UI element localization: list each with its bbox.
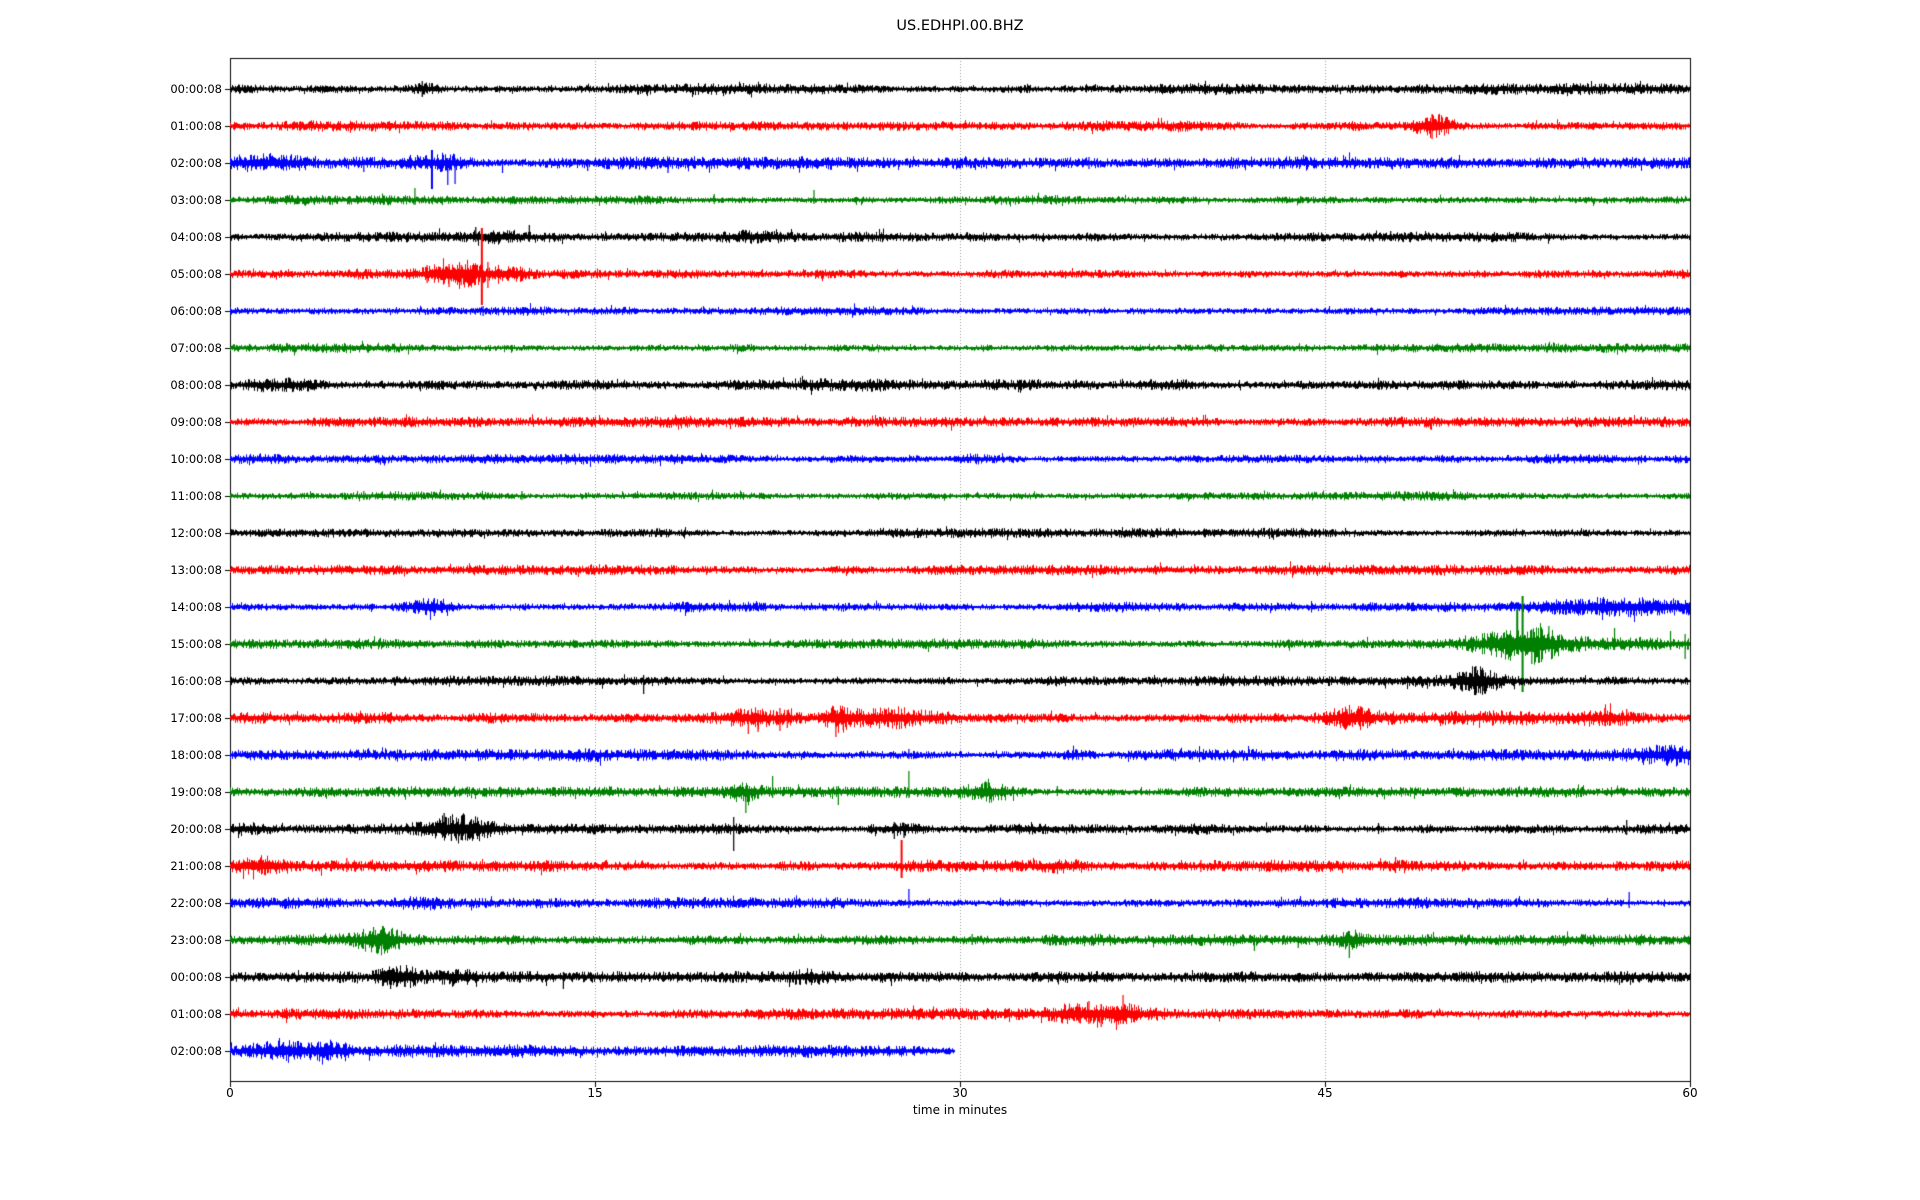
x-axis-tick-label: 15 — [587, 1086, 603, 1100]
y-axis-hour-label: 02:00:08 — [170, 1044, 222, 1058]
y-axis-hour-label: 01:00:08 — [170, 1007, 222, 1021]
y-axis-hour-label: 18:00:08 — [170, 748, 222, 762]
y-axis-hour-label: 11:00:08 — [170, 489, 222, 503]
y-axis-hour-label: 21:00:08 — [170, 859, 222, 873]
y-axis-hour-label: 15:00:08 — [170, 637, 222, 651]
y-axis-hour-label: 00:00:08 — [170, 82, 222, 96]
x-axis-tick-label: 0 — [226, 1086, 234, 1100]
y-axis-hour-label: 00:00:08 — [170, 970, 222, 984]
x-axis-label: time in minutes — [912, 1103, 1008, 1117]
y-axis-hour-label: 03:00:08 — [170, 193, 222, 207]
y-axis-hour-label: 17:00:08 — [170, 711, 222, 725]
y-axis-hour-label: 14:00:08 — [170, 600, 222, 614]
y-axis-hour-label: 23:00:08 — [170, 933, 222, 947]
y-axis-hour-label: 02:00:08 — [170, 156, 222, 170]
y-axis-hour-label: 16:00:08 — [170, 674, 222, 688]
y-axis-hour-label: 13:00:08 — [170, 563, 222, 577]
y-axis-hour-label: 09:00:08 — [170, 415, 222, 429]
y-axis-hour-label: 10:00:08 — [170, 452, 222, 466]
y-axis-hour-label: 04:00:08 — [170, 230, 222, 244]
y-axis-hour-label: 08:00:08 — [170, 378, 222, 392]
x-axis-tick-label: 60 — [1682, 1086, 1698, 1100]
y-axis-hour-label: 12:00:08 — [170, 526, 222, 540]
y-axis-hour-label: 20:00:08 — [170, 822, 222, 836]
y-axis-hour-label: 07:00:08 — [170, 341, 222, 355]
x-axis-tick-label: 45 — [1317, 1086, 1333, 1100]
y-axis-hour-label: 05:00:08 — [170, 267, 222, 281]
x-axis-tick-label: 30 — [952, 1086, 968, 1100]
y-axis-hour-label: 22:00:08 — [170, 896, 222, 910]
y-axis-hour-label: 06:00:08 — [170, 304, 222, 318]
y-axis-hour-label: 19:00:08 — [170, 785, 222, 799]
y-axis-hour-label: 01:00:08 — [170, 119, 222, 133]
